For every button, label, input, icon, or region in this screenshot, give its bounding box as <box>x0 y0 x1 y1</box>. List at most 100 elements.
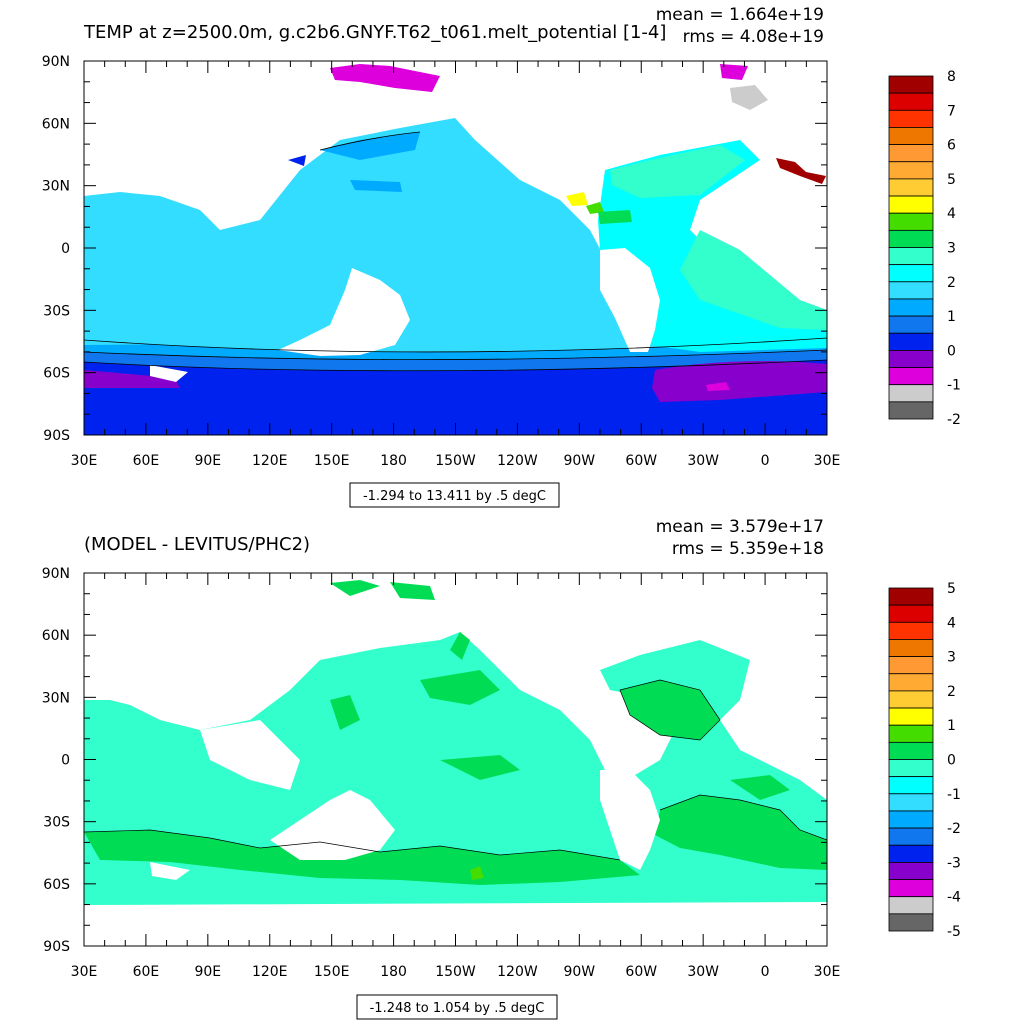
bottom-atlantic-green-2 <box>730 775 790 800</box>
colorbar-label: -4 <box>947 890 961 906</box>
colorbar-swatch <box>888 264 934 283</box>
colorbar-swatch <box>888 247 934 266</box>
colorbar-label: 3 <box>947 650 956 666</box>
colorbar-label: 4 <box>947 615 956 631</box>
colorbar-swatch <box>888 161 934 180</box>
colorbar-swatch <box>888 178 934 197</box>
panel-bottom-mean: mean = 3.579e+17 <box>656 517 824 537</box>
top-grey-patch <box>730 85 768 110</box>
bottom-kerguelen-land <box>150 862 190 880</box>
y-tick-label: 60N <box>42 628 70 644</box>
x-tick-label: 30E <box>814 964 841 980</box>
x-tick-label: 120E <box>252 964 288 980</box>
colorbar-label: 6 <box>947 138 956 154</box>
top-contour-1 <box>84 337 827 353</box>
bottom-pacific-green-1 <box>330 695 360 730</box>
colorbar-swatch <box>888 741 934 760</box>
top-south-atlantic-patch <box>680 230 827 330</box>
x-tick-label: 150W <box>435 453 476 469</box>
x-tick-label: 30E <box>71 453 98 469</box>
colorbar-swatch <box>888 776 934 795</box>
y-tick-label: 0 <box>61 241 70 257</box>
panel-top-range-text: -1.294 to 13.411 by .5 degC <box>363 489 546 504</box>
colorbar-label: -3 <box>947 855 961 871</box>
top-contour-3 <box>84 359 827 372</box>
colorbar-swatch <box>888 587 934 606</box>
colorbar-swatch <box>888 896 934 915</box>
bottom-southern-green-band <box>84 830 640 885</box>
top-pacific-small-patch <box>350 180 402 192</box>
x-tick-label: 0 <box>761 964 770 980</box>
y-tick-label: 60S <box>43 366 70 382</box>
panel-top-colorbar: 8 7 6 5 4 3 2 1 0 -1 -2 <box>888 69 961 428</box>
panel-bottom-colorbar: 5 4 3 2 1 0 -1 -2 -3 -4 -5 <box>888 581 961 940</box>
bottom-lime-speck <box>470 866 484 880</box>
bottom-south-atlantic-green <box>655 795 827 870</box>
colorbar-label: 5 <box>947 581 956 597</box>
top-deep-blue-patch <box>380 378 530 405</box>
colorbar-label: 8 <box>947 69 956 85</box>
colorbar-swatch <box>888 229 934 248</box>
y-tick-label: 90S <box>43 939 70 955</box>
top-arctic-magenta-east <box>720 64 748 80</box>
panel-bottom-rms: rms = 5.359e+18 <box>672 539 824 559</box>
panel-top: TEMP at z=2500.0m, g.c2b6.GNYF.T62_t061.… <box>42 5 961 508</box>
colorbar-swatch <box>888 212 934 231</box>
y-tick-label: 60N <box>42 116 70 132</box>
colorbar-swatch <box>888 827 934 846</box>
y-tick-label: 30S <box>43 815 70 831</box>
bottom-arctic-green-1 <box>330 580 380 596</box>
panel-bottom-map <box>84 580 827 946</box>
x-tick-label: 30W <box>687 453 719 469</box>
y-tick-label: 90N <box>42 54 70 70</box>
y-tick-label: 0 <box>61 753 70 769</box>
colorbar-label: -2 <box>947 412 961 428</box>
x-tick-label: 60E <box>133 964 160 980</box>
x-tick-label: 180 <box>380 453 407 469</box>
colorbar-label: -5 <box>947 924 961 940</box>
panel-top-title: TEMP at z=2500.0m, g.c2b6.GNYF.T62_t061.… <box>83 22 666 43</box>
top-north-pacific-patch <box>320 132 420 160</box>
top-south-america-landmass <box>600 248 660 352</box>
panel-bottom: (MODEL - LEVITUS/PHC2) mean = 3.579e+17 … <box>42 517 961 1020</box>
x-tick-label: 150E <box>314 964 350 980</box>
panel-top-map <box>84 62 827 435</box>
colorbar-swatch <box>888 879 934 898</box>
colorbar-swatch <box>888 367 934 386</box>
top-australia-landmass <box>278 268 410 356</box>
colorbar-label: 7 <box>947 103 956 119</box>
x-tick-label: 120W <box>497 964 538 980</box>
x-tick-label: 30E <box>814 453 841 469</box>
colorbar-swatch <box>888 913 934 932</box>
colorbar-label: -2 <box>947 821 961 837</box>
colorbar-label: 4 <box>947 206 956 222</box>
colorbar-swatch <box>888 844 934 863</box>
colorbar-swatch <box>888 862 934 880</box>
colorbar-label: -1 <box>947 787 961 803</box>
colorbar-label: 1 <box>947 309 956 325</box>
panel-top-ticks: 30E 60E 90E 120E 150E 180 150W 120W 90W 60W 30W 0 30… <box>42 54 841 469</box>
colorbar-label: 5 <box>947 172 956 188</box>
colorbar-swatch <box>888 639 934 658</box>
x-tick-label: 90W <box>563 964 595 980</box>
y-tick-label: 60S <box>43 877 70 893</box>
x-tick-label: 30W <box>687 964 719 980</box>
colorbar-swatch <box>888 92 934 111</box>
x-tick-label: 90E <box>194 453 221 469</box>
x-tick-label: 90E <box>194 964 221 980</box>
top-contour-2 <box>84 349 827 361</box>
bottom-arctic-green-2 <box>390 582 435 600</box>
x-tick-label: 180 <box>380 964 407 980</box>
colorbar-swatch <box>888 195 934 214</box>
top-kerguelen-land <box>150 365 188 382</box>
x-tick-label: 90W <box>563 453 595 469</box>
x-tick-label: 60W <box>625 453 657 469</box>
colorbar-label: -1 <box>947 378 961 394</box>
colorbar-swatch <box>888 759 934 778</box>
colorbar-swatch <box>888 621 934 640</box>
panel-top-mean: mean = 1.664e+19 <box>656 5 824 25</box>
colorbar-swatch <box>888 109 934 128</box>
colorbar-swatch <box>888 656 934 675</box>
colorbar-swatch <box>888 604 934 623</box>
